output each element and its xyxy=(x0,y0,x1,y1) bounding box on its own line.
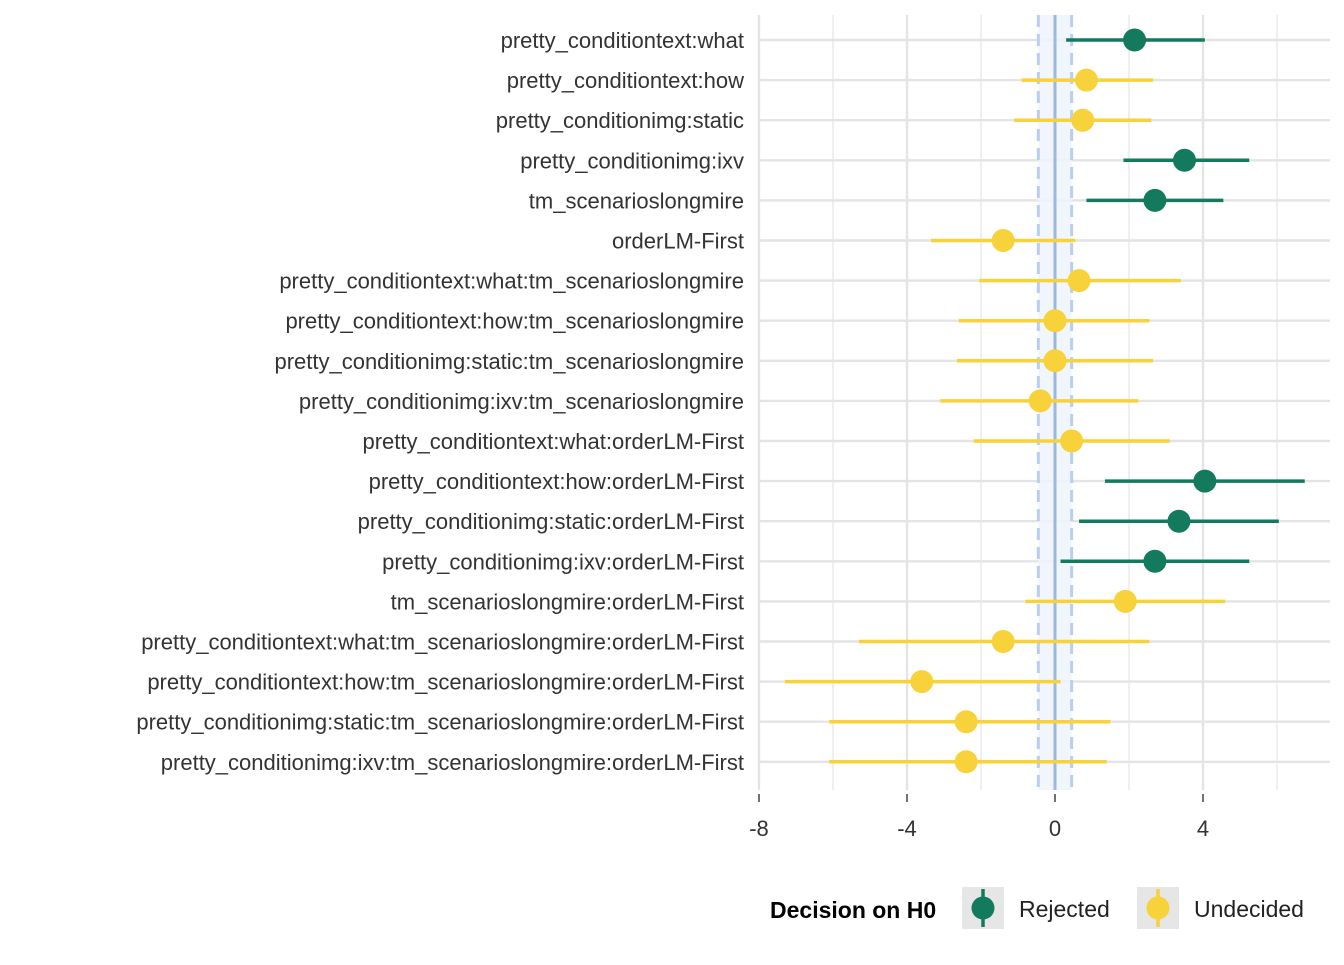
x-tick-label: 4 xyxy=(1197,816,1209,841)
y-tick-label: pretty_conditiontext:what:tm_scenarioslo… xyxy=(141,630,744,655)
estimate-point xyxy=(1067,269,1091,293)
x-tick-label: 0 xyxy=(1049,816,1061,841)
y-tick-label: pretty_conditiontext:how:orderLM-First xyxy=(369,469,744,494)
y-tick-label: pretty_conditiontext:what xyxy=(501,28,744,53)
estimate-point xyxy=(1043,309,1067,333)
y-tick-label: orderLM-First xyxy=(612,229,744,254)
estimate-point xyxy=(1028,389,1052,413)
estimate-point xyxy=(910,670,934,694)
legend-entry-label: Undecided xyxy=(1194,896,1304,922)
estimate-point xyxy=(1060,429,1084,453)
estimate-point xyxy=(1193,469,1217,493)
estimate-point xyxy=(1071,108,1095,132)
y-tick-label: pretty_conditionimg:static:orderLM-First xyxy=(358,509,744,534)
estimate-point xyxy=(954,750,978,774)
legend-key-point xyxy=(971,896,995,920)
legend-entry-label: Rejected xyxy=(1019,896,1110,922)
estimate-point xyxy=(1074,68,1098,92)
estimate-point xyxy=(1143,549,1167,573)
data-layer xyxy=(784,28,1305,774)
estimate-point xyxy=(991,229,1015,252)
y-tick-label: pretty_conditiontext:how xyxy=(507,68,744,93)
estimate-point xyxy=(954,710,978,734)
estimate-point xyxy=(1173,148,1196,172)
estimate-point xyxy=(1123,28,1147,52)
legend: Decision on H0 Rejected Undecided xyxy=(770,887,1304,929)
y-axis-labels: pretty_conditiontext:what pretty_conditio… xyxy=(136,28,744,775)
y-tick-label: pretty_conditionimg:ixv xyxy=(520,148,744,173)
y-tick-label: pretty_conditiontext:how:tm_scenarioslon… xyxy=(285,309,744,334)
legend-title: Decision on H0 xyxy=(770,897,936,923)
x-axis: -8 -4 0 4 xyxy=(749,794,1209,841)
y-tick-label: pretty_conditiontext:how:tm_scenarioslon… xyxy=(147,670,744,695)
y-tick-label: tm_scenarioslongmire:orderLM-First xyxy=(391,589,744,614)
y-tick-label: pretty_conditionimg:ixv:tm_scenarioslong… xyxy=(161,750,744,775)
y-tick-label: pretty_conditionimg:ixv:orderLM-First xyxy=(382,549,744,574)
estimate-point xyxy=(991,630,1015,653)
estimate-point xyxy=(1043,349,1067,373)
y-tick-label: pretty_conditionimg:static:tm_scenariosl… xyxy=(136,710,744,735)
estimate-point xyxy=(1143,188,1167,212)
y-tick-label: tm_scenarioslongmire xyxy=(529,188,744,213)
y-tick-label: pretty_conditiontext:what:orderLM-First xyxy=(363,429,745,454)
y-tick-label: pretty_conditionimg:ixv:tm_scenarioslong… xyxy=(299,389,744,414)
estimate-point xyxy=(1113,589,1137,613)
y-tick-label: pretty_conditionimg:static xyxy=(496,108,744,133)
legend-key-point xyxy=(1146,896,1170,920)
x-tick-label: -4 xyxy=(897,816,917,841)
y-tick-label: pretty_conditionimg:static:tm_scenariosl… xyxy=(274,349,744,374)
x-tick-label: -8 xyxy=(749,816,769,841)
y-tick-label: pretty_conditiontext:what:tm_scenarioslo… xyxy=(279,269,744,294)
estimate-point xyxy=(1167,509,1191,533)
